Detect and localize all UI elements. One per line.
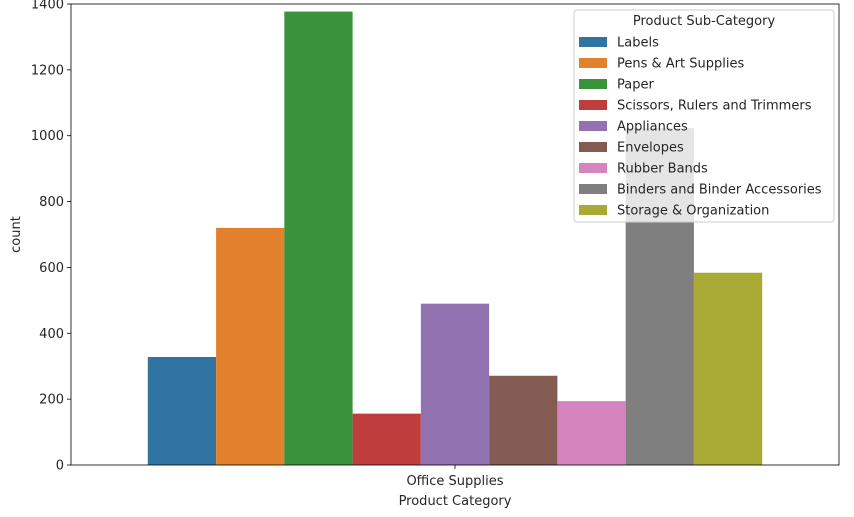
legend-swatch	[579, 184, 607, 194]
y-tick-label: 1400	[31, 0, 64, 13]
legend-entry-label: Pens & Art Supplies	[617, 57, 744, 72]
bar-rubber-bands	[557, 401, 626, 465]
y-axis: 0 200 400 600 800 1000 1200 1400	[31, 0, 71, 474]
legend-entry-label: Rubber Bands	[617, 162, 708, 177]
bar-labels	[147, 356, 217, 465]
legend-entry-label: Labels	[617, 36, 659, 51]
legend-entry-label: Paper	[617, 78, 654, 93]
x-tick-label: Office Supplies	[406, 474, 503, 489]
legend-entry-label: Storage & Organization	[617, 204, 769, 219]
legend-entry-label: Envelopes	[617, 141, 684, 156]
y-tick-label: 400	[39, 327, 64, 342]
legend-swatch	[579, 100, 607, 110]
legend-items: Labels Pens & Art Supplies Paper Scissors, …	[579, 36, 822, 219]
bar-storage-organization	[693, 272, 763, 465]
y-tick-label: 200	[39, 393, 64, 408]
legend-swatch	[579, 205, 607, 215]
legend-swatch	[579, 58, 607, 68]
legend-swatch	[579, 79, 607, 89]
legend-swatch	[579, 163, 607, 173]
bar-paper	[284, 11, 353, 465]
x-axis-label: Product Category	[399, 494, 512, 509]
y-tick-label: 0	[56, 459, 64, 474]
bar-envelopes	[489, 375, 558, 465]
y-axis-label: count	[9, 216, 24, 253]
bar-pens-art-supplies	[216, 227, 285, 465]
legend-entry-label: Appliances	[617, 120, 688, 135]
y-tick-label: 800	[39, 195, 64, 210]
legend: Product Sub-Category Labels Pens & Art Su…	[573, 9, 835, 223]
bars-group	[147, 11, 763, 465]
legend-box	[573, 9, 835, 223]
legend-swatch	[579, 142, 607, 152]
x-axis: Office Supplies	[406, 465, 504, 489]
legend-swatch	[579, 121, 607, 131]
legend-entry-label: Binders and Binder Accessories	[617, 183, 822, 198]
y-tick-label: 600	[39, 261, 64, 276]
y-tick-label: 1000	[31, 129, 64, 144]
legend-swatch	[579, 37, 607, 47]
bar-scissors-rulers-and-trimmers	[352, 413, 421, 465]
legend-title: Product Sub-Category	[633, 14, 776, 29]
y-tick-label: 1200	[31, 63, 64, 78]
legend-entry-label: Scissors, Rulers and Trimmers	[617, 99, 812, 114]
bar-appliances	[420, 303, 490, 465]
